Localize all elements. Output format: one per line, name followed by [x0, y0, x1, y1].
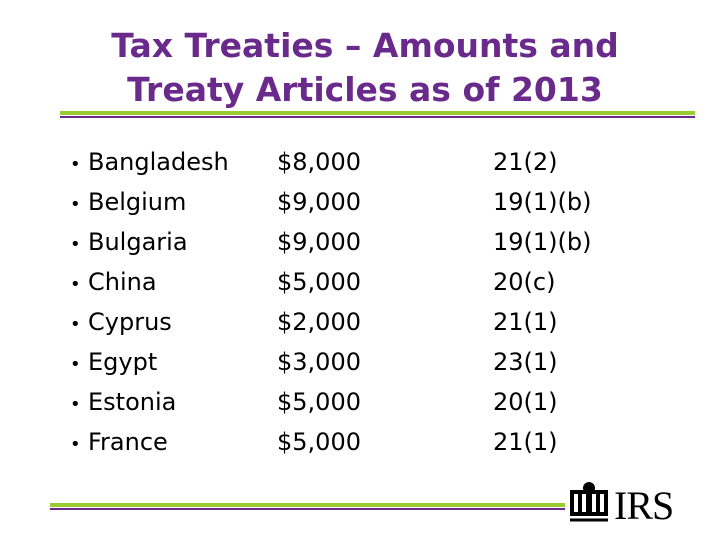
amount: $3,000	[277, 348, 361, 376]
footer-rule	[50, 508, 565, 510]
bullet: •	[70, 194, 81, 215]
table-row: • France $5,000 21(1)	[0, 428, 720, 468]
table-row: • Bulgaria $9,000 19(1)(b)	[0, 228, 720, 268]
country: Estonia	[88, 388, 177, 416]
bullet: •	[70, 354, 81, 375]
irs-logo: IRS	[566, 480, 696, 528]
country: China	[88, 268, 157, 296]
country: Egypt	[88, 348, 158, 376]
country: Belgium	[88, 188, 187, 216]
article: 19(1)(b)	[493, 188, 592, 216]
article: 21(1)	[493, 428, 558, 456]
title-rule	[60, 116, 695, 118]
article: 21(1)	[493, 308, 558, 336]
country: Bulgaria	[88, 228, 188, 256]
logo-text: IRS	[614, 483, 674, 528]
bullet: •	[70, 434, 81, 455]
bullet: •	[70, 394, 81, 415]
eagle-icon	[570, 482, 608, 522]
footer-rule	[50, 503, 565, 507]
bullet: •	[70, 154, 81, 175]
bullet: •	[70, 314, 81, 335]
table-row: • Egypt $3,000 23(1)	[0, 348, 720, 388]
amount: $9,000	[277, 228, 361, 256]
article: 23(1)	[493, 348, 558, 376]
amount: $8,000	[277, 148, 361, 176]
table-row: • China $5,000 20(c)	[0, 268, 720, 308]
country: France	[88, 428, 168, 456]
bullet: •	[70, 234, 81, 255]
article: 20(c)	[493, 268, 556, 296]
article: 20(1)	[493, 388, 558, 416]
amount: $9,000	[277, 188, 361, 216]
table-row: • Cyprus $2,000 21(1)	[0, 308, 720, 348]
country: Bangladesh	[88, 148, 229, 176]
slide-title: Tax Treaties – Amounts and Treaty Articl…	[111, 26, 619, 109]
amount: $5,000	[277, 268, 361, 296]
amount: $2,000	[277, 308, 361, 336]
table-row: • Estonia $5,000 20(1)	[0, 388, 720, 428]
table-row: • Belgium $9,000 19(1)(b)	[0, 188, 720, 228]
amount: $5,000	[277, 388, 361, 416]
country: Cyprus	[88, 308, 172, 336]
article: 21(2)	[493, 148, 558, 176]
title-rule	[60, 111, 695, 115]
table-row: • Bangladesh $8,000 21(2)	[0, 148, 720, 188]
article: 19(1)(b)	[493, 228, 592, 256]
bullet: •	[70, 274, 81, 295]
amount: $5,000	[277, 428, 361, 456]
